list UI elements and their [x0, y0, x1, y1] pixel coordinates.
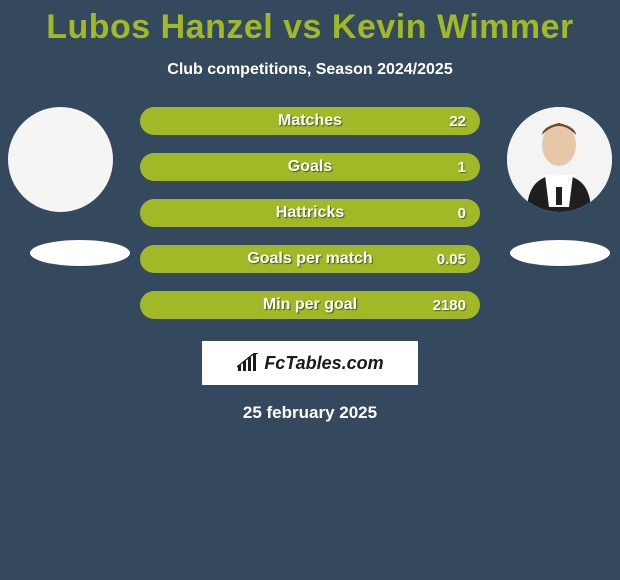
stat-row-goals-per-match: Goals per match 0.05 — [140, 245, 480, 273]
stats-comparison: Matches 22 Goals 1 Hattricks 0 Goals per… — [0, 107, 620, 337]
stat-label: Goals — [288, 158, 332, 176]
stat-right-value: 22 — [449, 113, 466, 130]
stat-row-matches: Matches 22 — [140, 107, 480, 135]
stat-label: Matches — [278, 112, 342, 130]
stat-label: Goals per match — [247, 250, 372, 268]
stat-row-goals: Goals 1 — [140, 153, 480, 181]
date-text: 25 february 2025 — [0, 403, 620, 423]
stat-right-value: 1 — [458, 159, 466, 176]
stat-right-value: 0 — [458, 205, 466, 222]
stat-label: Hattricks — [276, 204, 344, 222]
player-left-flag — [30, 240, 130, 266]
stat-right-value: 2180 — [433, 297, 466, 314]
player-right-avatar-svg — [507, 107, 612, 212]
player-left-avatar — [8, 107, 113, 212]
player-right-flag — [510, 240, 610, 266]
stat-label: Min per goal — [263, 296, 357, 314]
player-right — [507, 107, 612, 266]
player-right-avatar — [507, 107, 612, 212]
player-left — [8, 107, 130, 266]
stat-row-hattricks: Hattricks 0 — [140, 199, 480, 227]
stat-right-value: 0.05 — [437, 251, 466, 268]
stat-row-min-per-goal: Min per goal 2180 — [140, 291, 480, 319]
stat-rows: Matches 22 Goals 1 Hattricks 0 Goals per… — [140, 107, 480, 337]
subtitle: Club competitions, Season 2024/2025 — [0, 61, 620, 79]
source-logo-text: FcTables.com — [264, 353, 383, 374]
page-title: Lubos Hanzel vs Kevin Wimmer — [0, 0, 620, 47]
source-logo: FcTables.com — [202, 341, 418, 385]
bar-chart-icon — [236, 353, 260, 373]
